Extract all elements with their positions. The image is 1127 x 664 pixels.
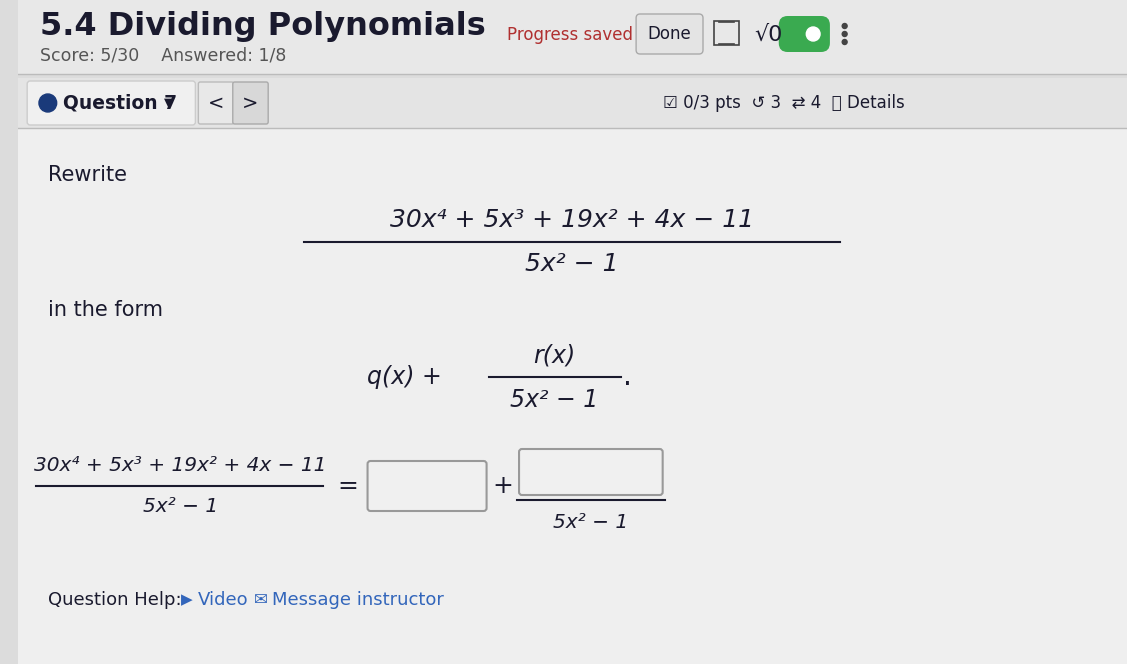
Text: .: .	[623, 363, 632, 391]
Text: 30x⁴ + 5x³ + 19x² + 4x − 11: 30x⁴ + 5x³ + 19x² + 4x − 11	[390, 208, 754, 232]
Text: Message instructor: Message instructor	[272, 591, 444, 609]
FancyBboxPatch shape	[779, 16, 829, 52]
Text: 5.4 Dividing Polynomials: 5.4 Dividing Polynomials	[39, 11, 486, 42]
Text: Done: Done	[648, 25, 692, 43]
Circle shape	[39, 94, 56, 112]
Text: in the form: in the form	[47, 300, 162, 320]
FancyBboxPatch shape	[367, 461, 487, 511]
Text: +: +	[491, 474, 513, 498]
Text: q(x) +: q(x) +	[366, 365, 442, 389]
FancyBboxPatch shape	[27, 81, 195, 125]
Text: 5x² − 1: 5x² − 1	[553, 513, 629, 531]
Text: Question Help:: Question Help:	[47, 591, 181, 609]
Text: 30x⁴ + 5x³ + 19x² + 4x − 11: 30x⁴ + 5x³ + 19x² + 4x − 11	[35, 456, 327, 475]
Text: 5x² − 1: 5x² − 1	[143, 497, 219, 517]
Text: r(x): r(x)	[533, 343, 576, 367]
FancyBboxPatch shape	[636, 14, 703, 54]
Circle shape	[842, 31, 848, 37]
FancyBboxPatch shape	[233, 82, 268, 124]
FancyBboxPatch shape	[520, 449, 663, 495]
Text: ☑ 0/3 pts  ↺ 3  ⇄ 4  ⓘ Details: ☑ 0/3 pts ↺ 3 ⇄ 4 ⓘ Details	[663, 94, 905, 112]
Text: Progress saved: Progress saved	[507, 26, 633, 44]
Text: ▼: ▼	[163, 96, 174, 110]
FancyBboxPatch shape	[198, 82, 233, 124]
Text: Video: Video	[198, 591, 249, 609]
Circle shape	[806, 27, 820, 41]
Circle shape	[842, 39, 848, 44]
Circle shape	[842, 23, 848, 29]
Bar	[18, 78, 1127, 128]
Bar	[18, 128, 1127, 664]
Text: >: >	[242, 94, 259, 112]
Text: <: <	[207, 94, 224, 112]
Text: Score: 5/30    Answered: 1/8: Score: 5/30 Answered: 1/8	[39, 46, 286, 64]
Text: 5x² − 1: 5x² − 1	[511, 388, 598, 412]
Text: ▶: ▶	[180, 592, 193, 608]
Text: =: =	[337, 474, 358, 498]
Text: 5x² − 1: 5x² − 1	[525, 252, 619, 276]
Text: Question 7: Question 7	[63, 94, 177, 112]
Text: Rewrite: Rewrite	[47, 165, 127, 185]
Text: √0: √0	[754, 25, 782, 45]
Text: ✉: ✉	[255, 591, 268, 609]
Bar	[18, 0, 1127, 75]
